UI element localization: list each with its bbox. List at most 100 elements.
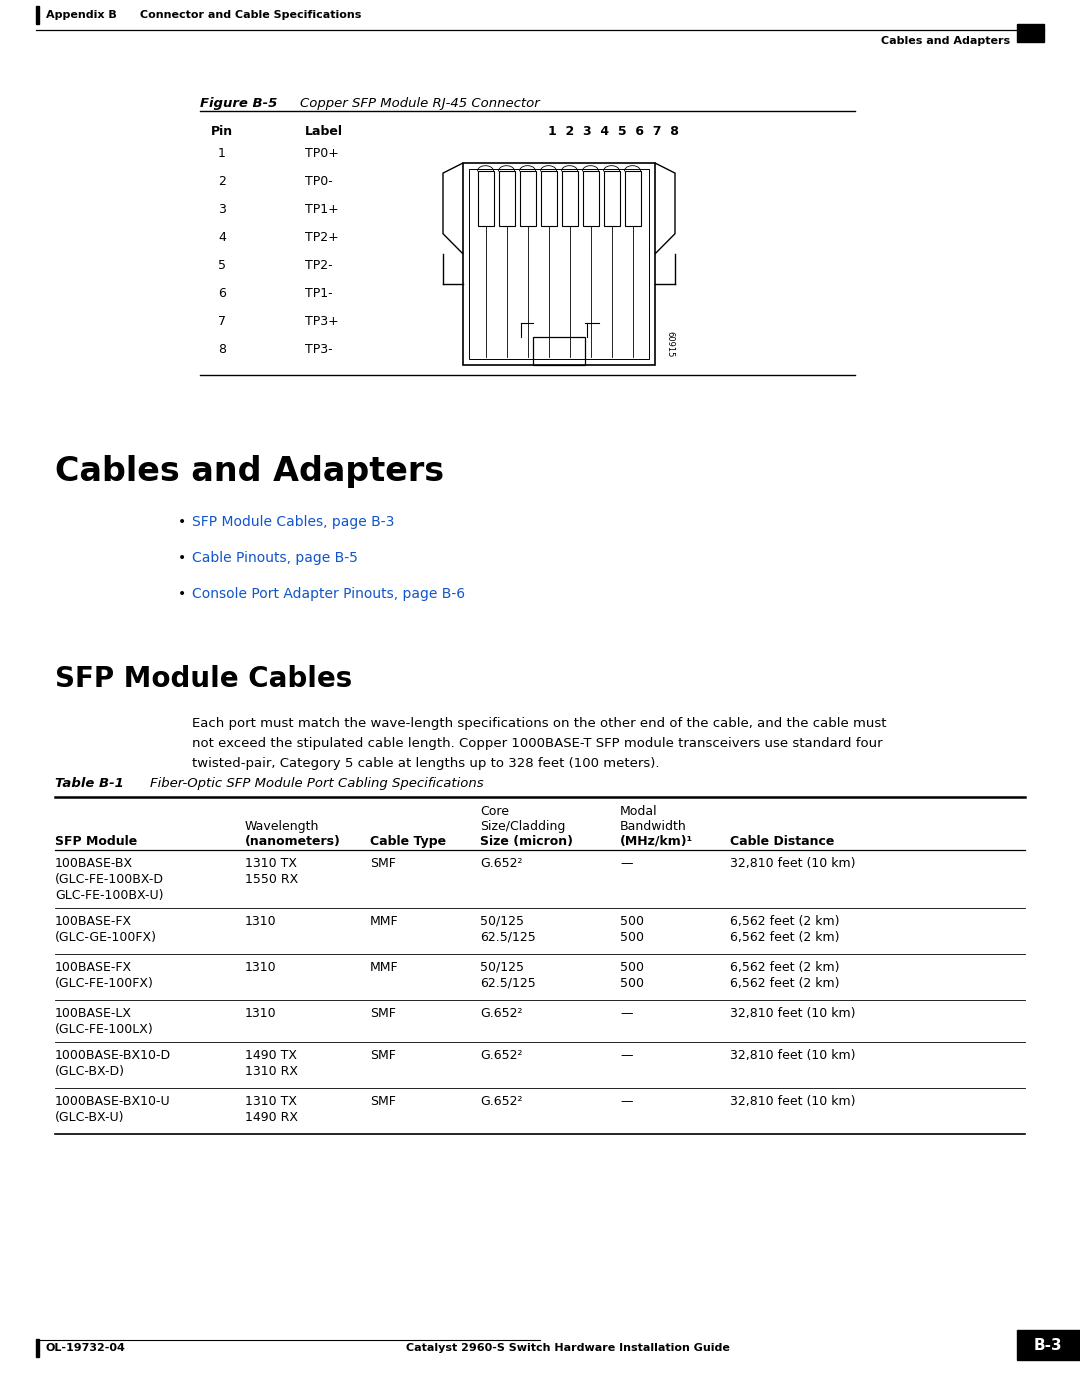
Text: —: — bbox=[620, 1007, 633, 1020]
Text: Cable Distance: Cable Distance bbox=[730, 835, 835, 848]
Text: •: • bbox=[178, 550, 186, 564]
Text: (GLC-GE-100FX): (GLC-GE-100FX) bbox=[55, 930, 157, 944]
Text: Label: Label bbox=[305, 124, 343, 138]
Text: G.652²: G.652² bbox=[480, 1095, 523, 1108]
Text: G.652²: G.652² bbox=[480, 1007, 523, 1020]
Text: SMF: SMF bbox=[370, 1049, 396, 1062]
Text: 1310 TX: 1310 TX bbox=[245, 856, 297, 870]
Bar bbox=[477, 170, 494, 226]
Text: 32,810 feet (10 km): 32,810 feet (10 km) bbox=[730, 1095, 855, 1108]
Text: 500: 500 bbox=[620, 961, 644, 974]
Bar bbox=[604, 170, 620, 226]
Text: TP3+: TP3+ bbox=[305, 314, 339, 328]
Text: 50/125: 50/125 bbox=[480, 961, 524, 974]
Bar bbox=[36, 1338, 39, 1356]
Text: (GLC-FE-100LX): (GLC-FE-100LX) bbox=[55, 1023, 153, 1037]
Text: SFP Module: SFP Module bbox=[55, 835, 137, 848]
Text: 6: 6 bbox=[218, 286, 226, 300]
Text: Size (micron): Size (micron) bbox=[480, 835, 573, 848]
Text: TP2-: TP2- bbox=[305, 258, 333, 272]
Text: Appendix B      Connector and Cable Specifications: Appendix B Connector and Cable Specifica… bbox=[46, 10, 362, 20]
Text: 1: 1 bbox=[218, 147, 226, 161]
Text: 100BASE-BX: 100BASE-BX bbox=[55, 856, 133, 870]
Text: 3: 3 bbox=[218, 203, 226, 217]
Text: 6,562 feet (2 km): 6,562 feet (2 km) bbox=[730, 961, 839, 974]
Text: —: — bbox=[620, 1095, 633, 1108]
Text: TP2+: TP2+ bbox=[305, 231, 339, 244]
Text: Catalyst 2960-S Switch Hardware Installation Guide: Catalyst 2960-S Switch Hardware Installa… bbox=[406, 1343, 730, 1354]
Text: twisted-pair, Category 5 cable at lengths up to 328 feet (100 meters).: twisted-pair, Category 5 cable at length… bbox=[192, 757, 660, 770]
Bar bbox=[1017, 1330, 1080, 1361]
Text: 500: 500 bbox=[620, 915, 644, 928]
Text: Cables and Adapters: Cables and Adapters bbox=[881, 36, 1010, 46]
Text: G.652²: G.652² bbox=[480, 1049, 523, 1062]
Text: 500: 500 bbox=[620, 977, 644, 990]
Bar bbox=[36, 6, 39, 24]
Text: 60915: 60915 bbox=[665, 331, 675, 358]
Text: 1000BASE-BX10-D: 1000BASE-BX10-D bbox=[55, 1049, 171, 1062]
Text: Figure B-5: Figure B-5 bbox=[200, 96, 278, 110]
Text: OL-19732-04: OL-19732-04 bbox=[46, 1343, 126, 1354]
Text: SMF: SMF bbox=[370, 1007, 396, 1020]
Text: Size/Cladding: Size/Cladding bbox=[480, 820, 565, 833]
Text: SMF: SMF bbox=[370, 1095, 396, 1108]
Bar bbox=[463, 163, 654, 365]
Text: 100BASE-FX: 100BASE-FX bbox=[55, 915, 132, 928]
Text: Cable Pinouts, page B-5: Cable Pinouts, page B-5 bbox=[192, 550, 357, 564]
Text: 2: 2 bbox=[218, 175, 226, 189]
Text: —: — bbox=[620, 1049, 633, 1062]
Text: 1310 TX: 1310 TX bbox=[245, 1095, 297, 1108]
Text: Fiber-Optic SFP Module Port Cabling Specifications: Fiber-Optic SFP Module Port Cabling Spec… bbox=[150, 777, 484, 789]
Text: TP1-: TP1- bbox=[305, 286, 333, 300]
Text: 62.5/125: 62.5/125 bbox=[480, 930, 536, 944]
Text: (GLC-FE-100BX-D: (GLC-FE-100BX-D bbox=[55, 873, 164, 886]
Bar bbox=[540, 170, 556, 226]
Bar bbox=[519, 170, 536, 226]
Bar bbox=[499, 170, 514, 226]
Text: TP0+: TP0+ bbox=[305, 147, 339, 161]
Text: 1  2  3  4  5  6  7  8: 1 2 3 4 5 6 7 8 bbox=[548, 124, 679, 138]
Text: Modal: Modal bbox=[620, 805, 658, 819]
Text: SFP Module Cables, page B-3: SFP Module Cables, page B-3 bbox=[192, 515, 394, 529]
Text: GLC-FE-100BX-U): GLC-FE-100BX-U) bbox=[55, 888, 163, 902]
Text: SMF: SMF bbox=[370, 856, 396, 870]
Text: Copper SFP Module RJ-45 Connector: Copper SFP Module RJ-45 Connector bbox=[300, 96, 540, 110]
Text: TP1+: TP1+ bbox=[305, 203, 339, 217]
Text: 50/125: 50/125 bbox=[480, 915, 524, 928]
Bar bbox=[624, 170, 640, 226]
Text: 6,562 feet (2 km): 6,562 feet (2 km) bbox=[730, 930, 839, 944]
Text: B-3: B-3 bbox=[1034, 1337, 1063, 1352]
Text: not exceed the stipulated cable length. Copper 1000BASE-T SFP module transceiver: not exceed the stipulated cable length. … bbox=[192, 738, 882, 750]
Text: 8: 8 bbox=[218, 344, 226, 356]
Text: Wavelength: Wavelength bbox=[245, 820, 320, 833]
Text: 32,810 feet (10 km): 32,810 feet (10 km) bbox=[730, 856, 855, 870]
Text: 1490 TX: 1490 TX bbox=[245, 1049, 297, 1062]
Bar bbox=[582, 170, 598, 226]
Text: 1310: 1310 bbox=[245, 1007, 276, 1020]
Bar bbox=[469, 169, 649, 359]
Text: 500: 500 bbox=[620, 930, 644, 944]
Bar bbox=[562, 170, 578, 226]
Text: MMF: MMF bbox=[370, 915, 399, 928]
Bar bbox=[534, 337, 585, 365]
Text: MMF: MMF bbox=[370, 961, 399, 974]
Text: TP3-: TP3- bbox=[305, 344, 333, 356]
Text: •: • bbox=[178, 515, 186, 529]
Text: 32,810 feet (10 km): 32,810 feet (10 km) bbox=[730, 1007, 855, 1020]
Text: Core: Core bbox=[480, 805, 509, 819]
Text: 1310: 1310 bbox=[245, 915, 276, 928]
Bar bbox=[1017, 24, 1044, 42]
Text: 62.5/125: 62.5/125 bbox=[480, 977, 536, 990]
Text: Bandwidth: Bandwidth bbox=[620, 820, 687, 833]
Text: 1000BASE-BX10-U: 1000BASE-BX10-U bbox=[55, 1095, 171, 1108]
Text: 100BASE-LX: 100BASE-LX bbox=[55, 1007, 132, 1020]
Text: G.652²: G.652² bbox=[480, 856, 523, 870]
Text: 100BASE-FX: 100BASE-FX bbox=[55, 961, 132, 974]
Text: Table B-1: Table B-1 bbox=[55, 777, 124, 789]
Text: 7: 7 bbox=[218, 314, 226, 328]
Text: SFP Module Cables: SFP Module Cables bbox=[55, 665, 352, 693]
Text: 6,562 feet (2 km): 6,562 feet (2 km) bbox=[730, 915, 839, 928]
Text: 1310 RX: 1310 RX bbox=[245, 1065, 298, 1078]
Text: (MHz/km)¹: (MHz/km)¹ bbox=[620, 835, 693, 848]
Text: TP0-: TP0- bbox=[305, 175, 333, 189]
